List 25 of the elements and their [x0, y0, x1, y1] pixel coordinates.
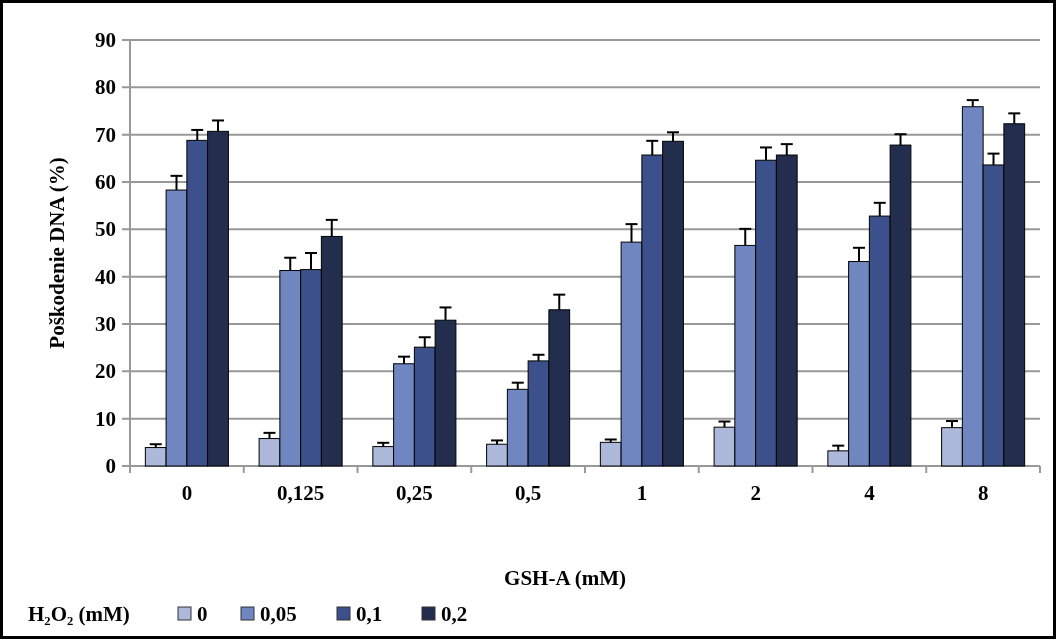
- x-axis-title: GSH-A (mM): [504, 566, 626, 590]
- y-tick-label: 30: [95, 312, 116, 336]
- y-tick-label: 10: [95, 406, 116, 431]
- x-tick-label: 0,5: [515, 481, 542, 505]
- legend-label: 0,2: [441, 602, 468, 626]
- legend-label: 0: [197, 602, 208, 626]
- y-tick-label: 90: [95, 28, 116, 52]
- legend-label: 0,05: [260, 602, 297, 626]
- y-tick-label: 70: [95, 122, 116, 147]
- x-tick-label: 0,125: [277, 481, 325, 505]
- y-tick-label: 0: [105, 454, 116, 478]
- x-tick-label: 0,25: [396, 481, 433, 505]
- x-tick-label: 1: [636, 481, 648, 505]
- x-tick-label: 0: [181, 481, 193, 505]
- y-axis-title: Poškodenie DNA (%): [45, 157, 69, 349]
- legend-title: H₂O₂ (mM): [28, 602, 130, 626]
- x-tick-label: 8: [977, 481, 989, 505]
- y-tick-label: 80: [95, 75, 116, 100]
- y-tick-label: 20: [95, 359, 116, 384]
- x-tick-label: 2: [750, 481, 761, 505]
- y-tick-label: 60: [95, 170, 116, 194]
- y-tick-label: 50: [95, 217, 116, 242]
- x-tick-label: 4: [864, 481, 876, 505]
- legend-label: 0,1: [356, 602, 383, 626]
- y-tick-label: 40: [95, 264, 116, 289]
